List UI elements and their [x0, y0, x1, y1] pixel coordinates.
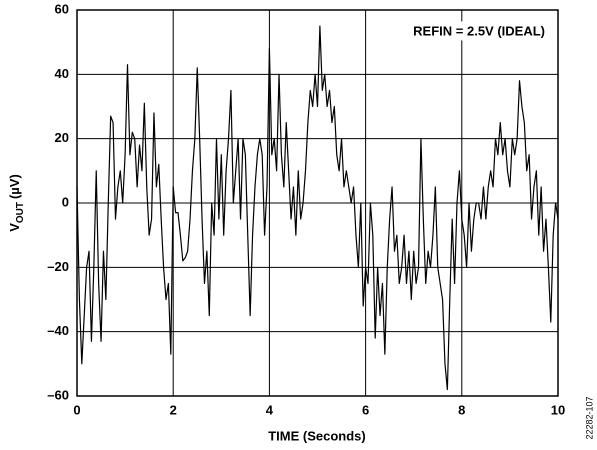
- y-tick-label: –60: [47, 387, 69, 402]
- data-line: [76, 25, 559, 391]
- y-tick-label: 20: [55, 130, 69, 145]
- annotation: REFIN = 2.5V (IDEAL): [413, 23, 545, 38]
- y-tick-label: –40: [47, 323, 69, 338]
- figure-id: 22282-107: [584, 396, 594, 439]
- y-axis-label-main: V: [7, 223, 22, 232]
- x-tick-label: 4: [266, 402, 274, 417]
- y-tick-label: –20: [47, 259, 69, 274]
- x-axis-label: TIME (Seconds): [268, 428, 366, 443]
- y-axis-label-unit: (µV): [7, 174, 22, 199]
- x-tick-label: 6: [362, 402, 369, 417]
- y-axis-label: VOUT (µV): [7, 174, 25, 232]
- y-tick-label: 60: [55, 1, 69, 16]
- y-axis-label-sub: OUT: [15, 202, 26, 223]
- x-tick-label: 0: [73, 402, 80, 417]
- x-tick-label: 8: [458, 402, 465, 417]
- y-tick-label: 0: [62, 194, 69, 209]
- y-tick-label: 40: [55, 66, 69, 81]
- annotation-background: [409, 21, 549, 41]
- x-tick-label: 10: [551, 402, 565, 417]
- x-tick-label: 2: [170, 402, 177, 417]
